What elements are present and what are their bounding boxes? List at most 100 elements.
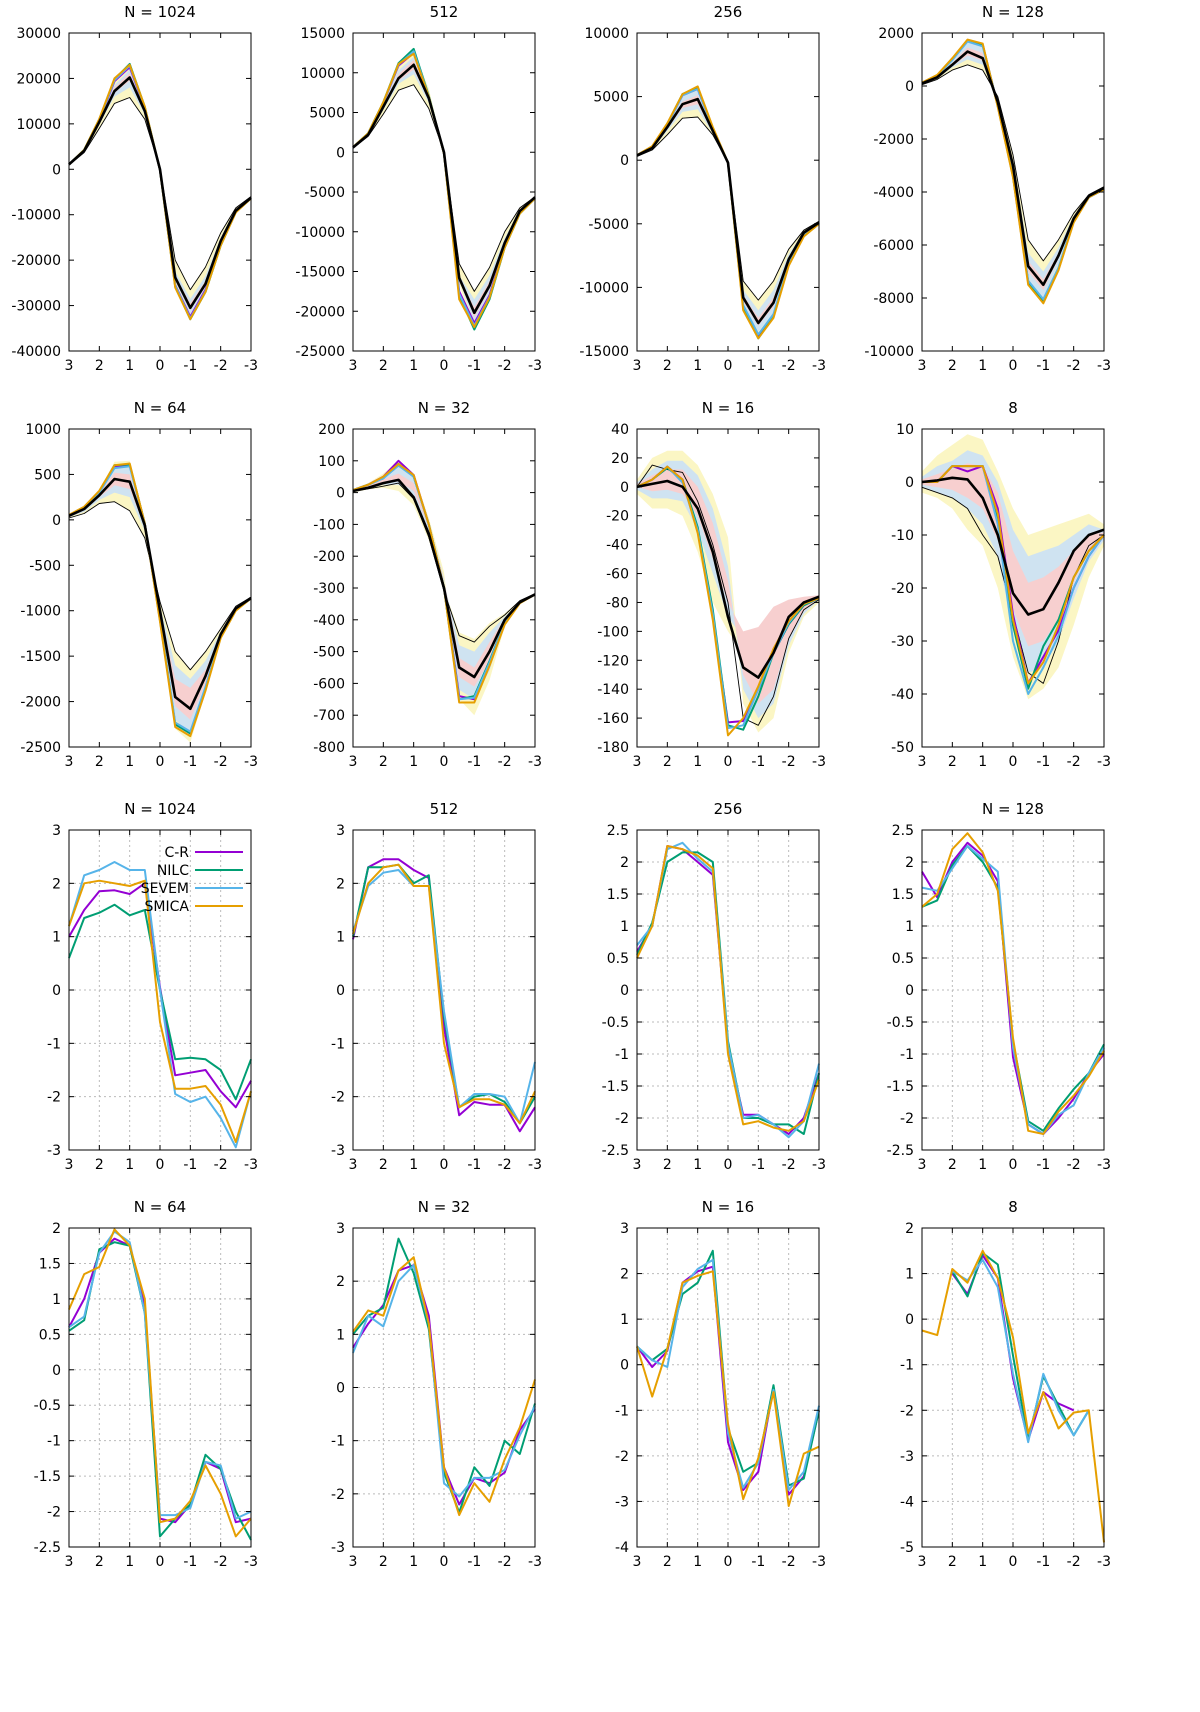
y-tick-label: -1 [331, 1036, 345, 1052]
chart-panel-3: 256 -15000 -10000 -5000 0 5000 10000 3 2 1 0 -1 -2 -3 [579, 3, 826, 374]
x-tick-label: -1 [183, 1554, 197, 1570]
y-tick-label: -50 [891, 740, 914, 756]
y-tick-label: -2 [331, 1487, 345, 1503]
chart-panel-7: N = 16-180-160-140-120-100-80-60-40-2002… [597, 399, 826, 770]
x-tick-label: 1 [409, 358, 418, 374]
x-tick-label: -1 [1036, 1157, 1050, 1173]
y-tick-label: -2 [900, 1111, 914, 1127]
chart-panel-15: N = 16 -4 -3 -2 -1 0 1 2 3 3 2 1 0 -1 -2 -3 [615, 1198, 826, 1570]
y-tick-label: -2.5 [602, 1143, 629, 1159]
x-tick-label: 3 [633, 358, 642, 374]
x-tick-label: -3 [1097, 1554, 1111, 1570]
confidence-band-2 [353, 56, 535, 324]
y-tick-label: 3 [620, 1221, 629, 1237]
y-tick-label: 0 [905, 475, 914, 491]
x-tick-label: -1 [1036, 754, 1050, 770]
confidence-band-2 [69, 69, 251, 315]
x-tick-label: 0 [1009, 1157, 1018, 1173]
y-tick-label: 1000 [25, 422, 61, 438]
y-tick-label: 30000 [16, 26, 61, 42]
confidence-band-3 [637, 469, 819, 704]
x-tick-label: 3 [349, 754, 358, 770]
x-tick-label: 0 [1009, 1554, 1018, 1570]
y-tick-label: -2.5 [34, 1540, 61, 1556]
confidence-band-2 [69, 464, 251, 734]
y-tick-label: -60 [606, 567, 629, 583]
y-tick-label: -8000 [873, 291, 914, 307]
y-tick-label: 2 [52, 876, 61, 892]
series-line-c-r [68, 66, 252, 318]
y-tick-label: 0 [620, 153, 629, 169]
x-tick-label: -3 [528, 1554, 542, 1570]
x-tick-label: 3 [633, 754, 642, 770]
series-line-smica [922, 465, 1105, 685]
y-tick-label: -10000 [864, 344, 914, 360]
x-tick-label: 1 [978, 358, 987, 374]
x-tick-label: 0 [156, 1554, 165, 1570]
y-tick-label: -1 [615, 1047, 629, 1063]
y-tick-label: 10000 [300, 66, 345, 82]
x-tick-label: 1 [693, 358, 702, 374]
x-tick-label: 2 [948, 754, 957, 770]
x-tick-label: 0 [1009, 754, 1018, 770]
x-tick-label: 2 [95, 754, 104, 770]
median-line [352, 63, 536, 315]
x-tick-label: 0 [440, 1554, 449, 1570]
y-tick-label: -400 [313, 613, 345, 629]
x-tick-label: -2 [1067, 358, 1081, 374]
confidence-band-1 [69, 64, 251, 320]
series-line-smica [921, 1249, 1105, 1543]
y-tick-label: -15000 [579, 344, 629, 360]
y-tick-label: 1 [905, 1267, 914, 1283]
chart-title: N = 1024 [124, 800, 196, 818]
chart-title: N = 16 [702, 1198, 754, 1216]
x-tick-label: 2 [379, 754, 388, 770]
y-tick-label: -2 [615, 1111, 629, 1127]
x-tick-label: 1 [125, 358, 134, 374]
series-line-smica [921, 832, 1105, 1135]
y-tick-label: 0 [52, 1363, 61, 1379]
y-tick-label: 2 [905, 1221, 914, 1237]
y-tick-label: 10 [896, 422, 914, 438]
legend-label: NILC [157, 863, 189, 879]
y-tick-label: 2 [905, 855, 914, 871]
y-tick-label: 2.5 [607, 823, 629, 839]
y-tick-label: 0 [52, 983, 61, 999]
y-tick-label: -2 [900, 1403, 914, 1419]
series-line-sevem [68, 465, 252, 733]
series-line-nilc [352, 1237, 536, 1514]
y-tick-label: 1 [620, 1312, 629, 1328]
y-tick-label: 1 [905, 919, 914, 935]
x-tick-label: -3 [1097, 754, 1111, 770]
x-tick-label: 2 [379, 1554, 388, 1570]
chart-title: N = 16 [702, 399, 754, 417]
y-tick-label: 20 [611, 451, 629, 467]
x-tick-label: -2 [1067, 1554, 1081, 1570]
y-tick-label: -700 [313, 708, 345, 724]
y-tick-label: 500 [34, 467, 61, 483]
chart-title: 8 [1008, 399, 1018, 417]
y-tick-label: -20000 [295, 304, 345, 320]
x-tick-label: -3 [528, 1157, 542, 1173]
reference-line [68, 501, 252, 671]
y-tick-label: -2 [47, 1090, 61, 1106]
y-tick-label: -3 [331, 1143, 345, 1159]
series-line-smica [68, 1228, 252, 1538]
median-line [636, 97, 820, 325]
chart-panel-2: 512 -25000 -20000 -15000 -10000 -5000 0 5000 100… [295, 3, 542, 374]
y-tick-label: -1 [900, 1358, 914, 1374]
y-tick-label: -3 [615, 1494, 629, 1510]
x-tick-label: -2 [782, 1157, 796, 1173]
series-line-nilc [921, 845, 1105, 1132]
chart-title: N = 64 [134, 399, 186, 417]
x-tick-label: 1 [693, 1157, 702, 1173]
series-line-sevem [921, 845, 1105, 1135]
y-tick-label: -80 [606, 595, 629, 611]
y-tick-label: -2 [47, 1505, 61, 1521]
series-line-sevem [352, 1264, 536, 1498]
x-tick-label: -1 [467, 358, 481, 374]
x-tick-label: 0 [724, 1157, 733, 1173]
reference-line [636, 464, 820, 726]
series-line-sevem [951, 1258, 1090, 1444]
series-line-smica [636, 845, 820, 1132]
